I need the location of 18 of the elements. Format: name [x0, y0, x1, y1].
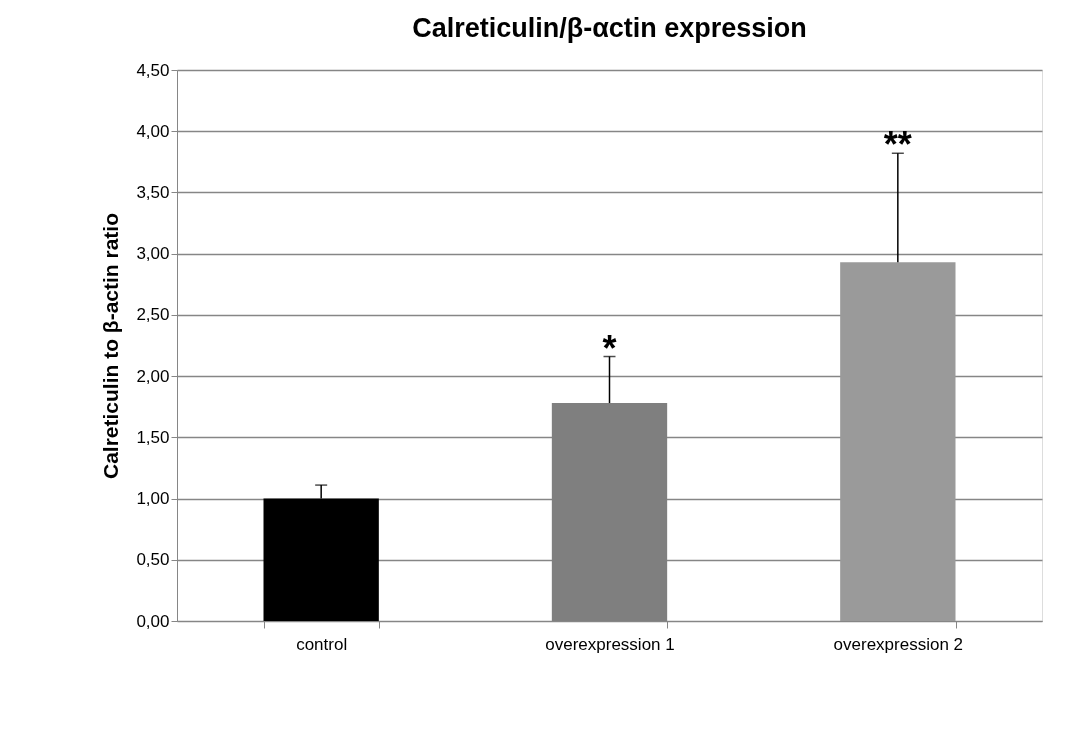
y-tick-label: 3,00 [136, 244, 170, 264]
y-tick-label: 0,00 [136, 611, 170, 631]
y-tick-label: 4,00 [136, 121, 170, 141]
y-tick-label: 2,50 [136, 305, 170, 325]
y-tick-label: 3,50 [136, 182, 170, 202]
x-tick-label: control [296, 634, 348, 654]
data-label: * [602, 327, 617, 369]
x-tick-label: overexpression 1 [545, 634, 675, 654]
y-axis-title: Calreticulin to β-actin ratio [99, 212, 123, 480]
y-tick-label: 2,00 [136, 366, 170, 386]
bar [840, 262, 956, 621]
chart-title: Calreticulin/β-αctin expression [412, 13, 807, 43]
y-tick-label: 0,50 [136, 550, 170, 570]
y-tick-label: 1,00 [136, 489, 170, 509]
x-tick-label: overexpression 2 [833, 634, 964, 654]
data-label: ** [883, 124, 912, 166]
y-tick-label: 4,50 [136, 60, 170, 80]
y-tick-label: 1,50 [136, 427, 170, 447]
